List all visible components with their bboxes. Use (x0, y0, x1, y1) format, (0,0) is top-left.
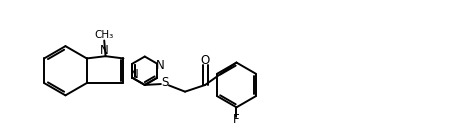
Text: S: S (161, 76, 169, 89)
Text: CH₃: CH₃ (95, 30, 114, 40)
Text: F: F (233, 113, 240, 126)
Text: N: N (100, 44, 109, 57)
Text: O: O (201, 54, 210, 67)
Text: N: N (129, 68, 138, 81)
Text: N: N (156, 59, 165, 72)
